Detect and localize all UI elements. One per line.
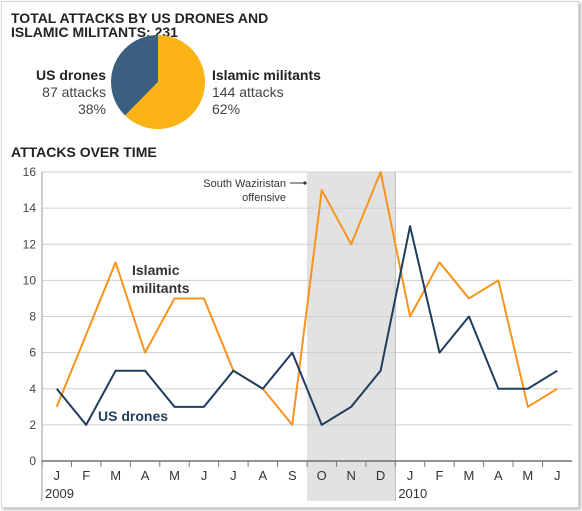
line-chart: 0 2 4 6 8 10 12 14 16 J F M A M J J A S O N D J F M A M J 2009 2010 I… [23, 165, 572, 501]
main-title: TOTAL ATTACKS BY US DRONES AND ISLAMIC M… [11, 11, 331, 39]
pie-label-militants: Islamic militants 144 attacks 62% [212, 67, 372, 118]
pie-label-militants-percent: 62% [212, 101, 241, 117]
pie-label-drones-attacks: 87 attacks [42, 84, 106, 100]
annotation-line1: South Waziristan [203, 178, 286, 190]
y-tick-label: 10 [23, 273, 37, 287]
y-tick-label: 16 [23, 165, 37, 179]
x-tick-label: A [141, 468, 150, 483]
x-tick-label: J [230, 468, 237, 483]
x-tick-label: S [288, 468, 297, 483]
series-label-militants-line2: militants [132, 280, 190, 296]
pie-label-drones: US drones 87 attacks 38% [11, 67, 106, 118]
y-tick-label: 0 [29, 454, 36, 468]
year-label: 2009 [45, 486, 74, 501]
pie-label-drones-name: US drones [35, 67, 106, 83]
y-tick-label: 14 [23, 201, 37, 215]
pie-label-militants-attacks: 144 attacks [212, 84, 284, 100]
x-tick-label: M [169, 468, 180, 483]
pie-label-drones-percent: 38% [77, 101, 106, 117]
x-tick-label: M [522, 468, 533, 483]
x-tick-label: F [82, 468, 90, 483]
year-label: 2010 [398, 486, 427, 501]
y-tick-label: 2 [29, 418, 36, 432]
shaded-region [307, 172, 396, 501]
x-tick-label: F [436, 468, 444, 483]
pie-slice-militants [125, 35, 205, 129]
x-tick-label: A [258, 468, 267, 483]
series-label-drones: US drones [98, 408, 168, 424]
x-tick-label: D [376, 468, 385, 483]
y-tick-label: 4 [29, 382, 36, 396]
x-tick-label: O [317, 468, 327, 483]
annotation-dot [303, 181, 307, 185]
series-label-militants-line1: Islamic [132, 262, 180, 278]
x-tick-label: J [53, 468, 60, 483]
pie-label-militants-name: Islamic militants [212, 67, 321, 83]
title-line-1: TOTAL ATTACKS BY US DRONES AND [11, 10, 269, 26]
x-tick-label: M [464, 468, 475, 483]
y-tick-label: 8 [29, 310, 36, 324]
x-tick-label: J [407, 468, 414, 483]
x-tick-label: J [201, 468, 208, 483]
x-tick-label: A [494, 468, 503, 483]
x-tick-label: N [346, 468, 355, 483]
line-chart-title: ATTACKS OVER TIME [11, 144, 157, 160]
pie-slice-drones [110, 35, 158, 116]
x-tick-label: M [110, 468, 121, 483]
y-tick-label: 6 [29, 346, 36, 360]
x-tick-label: J [554, 468, 561, 483]
title-line-2: ISLAMIC MILITANTS: 231 [11, 24, 178, 40]
pie-chart [110, 35, 205, 129]
annotation-line2: offensive [242, 192, 286, 204]
series-line [55, 171, 558, 426]
series-line [55, 225, 558, 426]
y-tick-label: 12 [23, 237, 37, 251]
